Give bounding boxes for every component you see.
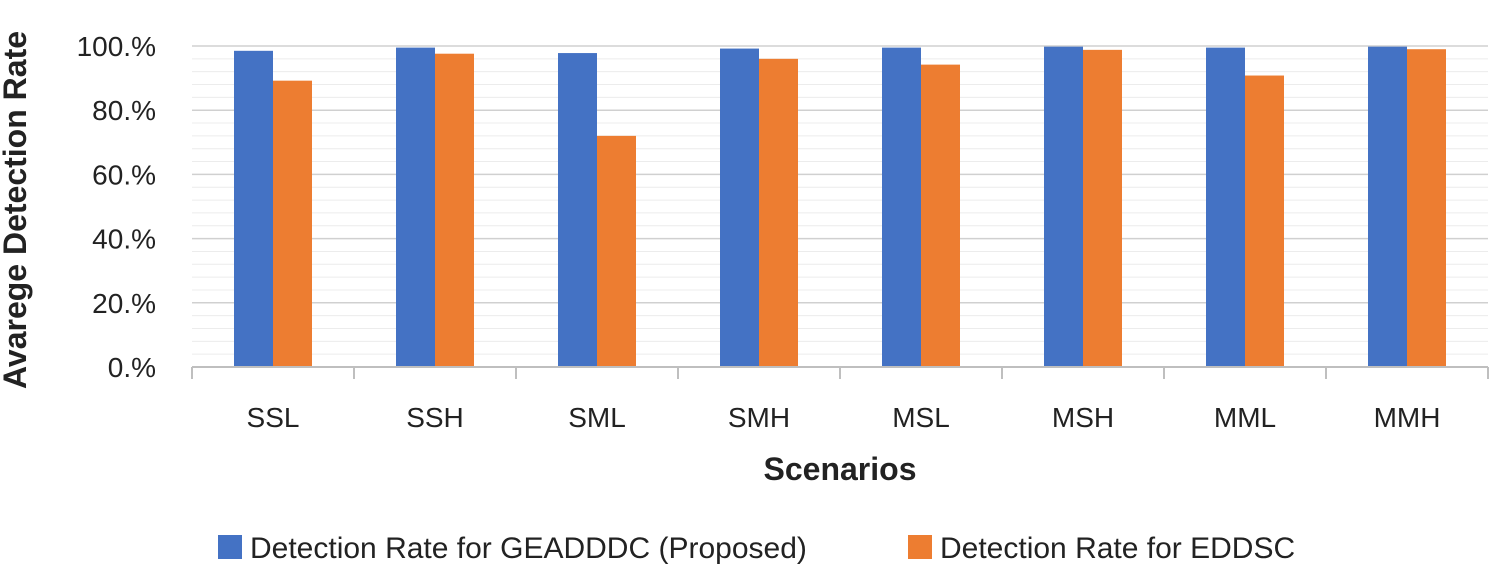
x-tick-label: SSL	[247, 402, 300, 433]
y-tick-label: 0.%	[108, 352, 156, 383]
bar-geadddc-sml	[558, 53, 597, 367]
y-axis-title: Avarege Detection Rate	[0, 31, 33, 389]
y-tick-label: 40.%	[92, 224, 156, 255]
legend-swatch-geadddc	[218, 535, 242, 559]
bar-geadddc-mml	[1206, 47, 1245, 367]
bar-geadddc-mmh	[1368, 46, 1407, 367]
bar-eddsc-ssl	[273, 80, 312, 367]
legend-label-geadddc: Detection Rate for GEADDDC (Proposed)	[250, 532, 807, 565]
legend: Detection Rate for GEADDDC (Proposed) De…	[218, 532, 1295, 565]
bar-eddsc-mmh	[1407, 49, 1446, 368]
y-tick-label: 60.%	[92, 159, 156, 190]
x-tick-label: SML	[568, 402, 626, 433]
y-tick-label: 20.%	[92, 288, 156, 319]
bar-geadddc-ssl	[234, 50, 273, 367]
x-tick-label: MMH	[1374, 402, 1441, 433]
x-tick-label: MSL	[892, 402, 950, 433]
bar-geadddc-smh	[720, 48, 759, 368]
bar-eddsc-ssh	[435, 53, 474, 367]
bar-eddsc-msh	[1083, 49, 1122, 368]
y-tick-label: 80.%	[92, 95, 156, 126]
x-tick-label: SSH	[406, 402, 464, 433]
bars	[234, 46, 1446, 368]
x-axis-title: Scenarios	[764, 451, 917, 487]
x-tick-label: MML	[1214, 402, 1276, 433]
y-tick-label: 100.%	[77, 31, 156, 62]
gridlines	[192, 45, 1488, 355]
legend-label-eddsc: Detection Rate for EDDSC	[940, 532, 1295, 565]
bar-eddsc-mml	[1245, 75, 1284, 368]
y-axis-ticks: 0.% 20.% 40.% 60.% 80.% 100.%	[77, 31, 156, 383]
legend-swatch-eddsc	[908, 535, 932, 559]
bar-geadddc-ssh	[396, 47, 435, 367]
bar-eddsc-smh	[759, 58, 798, 368]
bar-geadddc-msh	[1044, 46, 1083, 367]
x-tick-label: SMH	[728, 402, 790, 433]
x-tick-label: MSH	[1052, 402, 1114, 433]
bar-eddsc-sml	[597, 135, 636, 367]
bar-geadddc-msl	[882, 47, 921, 367]
bar-eddsc-msl	[921, 64, 960, 368]
x-axis-ticks: SSL SSH SML SMH MSL MSH MML MMH	[191, 367, 1489, 433]
